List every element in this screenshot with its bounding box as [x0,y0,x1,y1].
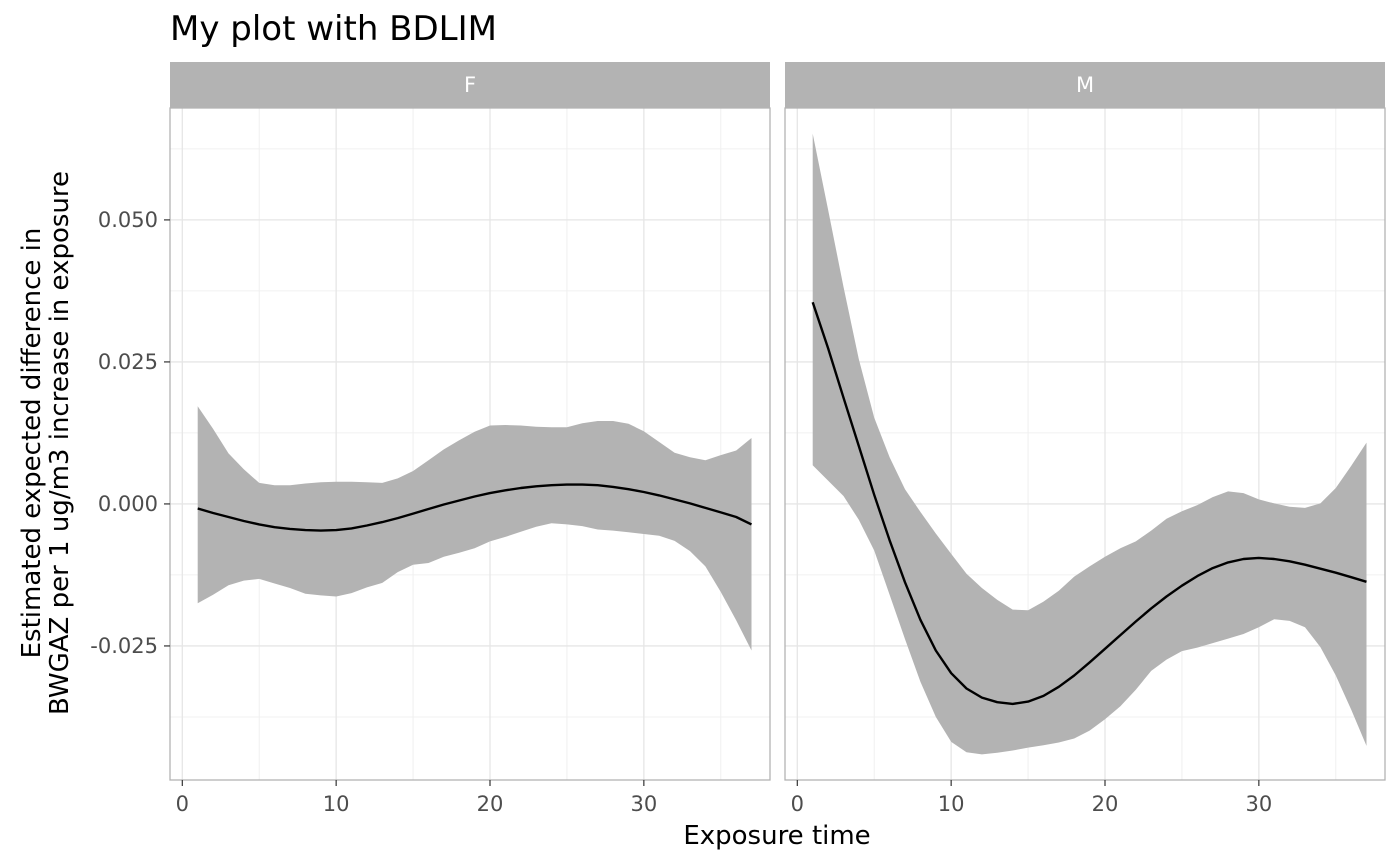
estimate-line [811,301,1367,706]
y-axis-title-line-2: BWGAZ per 1 ug/m3 increase in exposure [45,171,75,715]
credible-interval-band [197,406,752,651]
facet-panel-F: F [169,62,771,781]
y-tick-labels: 0.050 0.025 0.000 -0.025 [90,208,170,658]
y-tick-label: 0.000 [98,492,158,516]
x-tick-label: 20 [1092,792,1119,816]
x-tick-label: 30 [1245,792,1272,816]
x-axis-title: Exposure time [683,821,870,851]
facet-strip-label: F [464,73,476,97]
facet-panel-M: M [784,62,1386,781]
y-tick-label: 0.050 [98,208,158,232]
y-tick-label: 0.025 [98,350,158,374]
y-axis-title-line-1: Estimated expected difference in [17,228,47,659]
facet-strip-label: M [1076,73,1094,97]
x-tick-labels: 0 10 20 30 0 10 20 30 [176,780,1272,816]
y-tick-label: -0.025 [90,634,158,658]
panel-border [169,107,771,781]
x-tick-label: 10 [323,792,350,816]
x-tick-label: 10 [938,792,965,816]
x-tick-label: 0 [791,792,804,816]
facet-strip [785,62,1385,108]
x-tick-label: 20 [477,792,504,816]
estimate-line [197,483,753,532]
credible-interval-band [812,133,1367,755]
facet-strip [170,62,770,108]
chart-title: My plot with BDLIM [170,9,497,49]
x-tick-label: 0 [176,792,189,816]
x-tick-label: 30 [630,792,657,816]
panel-border [784,107,1386,781]
